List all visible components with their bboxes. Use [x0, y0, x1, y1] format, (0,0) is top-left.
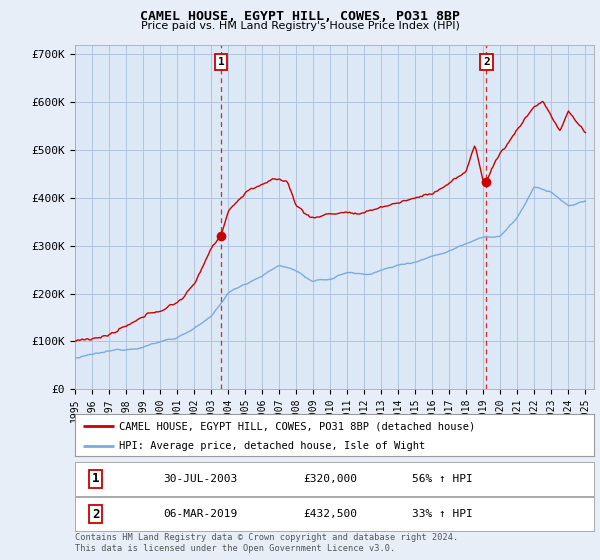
Text: 1: 1	[218, 57, 224, 67]
Text: CAMEL HOUSE, EGYPT HILL, COWES, PO31 8BP: CAMEL HOUSE, EGYPT HILL, COWES, PO31 8BP	[140, 10, 460, 23]
Text: Price paid vs. HM Land Registry's House Price Index (HPI): Price paid vs. HM Land Registry's House …	[140, 21, 460, 31]
Text: 2: 2	[483, 57, 490, 67]
Text: 33% ↑ HPI: 33% ↑ HPI	[412, 509, 473, 519]
Text: £432,500: £432,500	[304, 509, 358, 519]
Text: 06-MAR-2019: 06-MAR-2019	[163, 509, 238, 519]
Text: 1: 1	[92, 472, 100, 486]
Text: 2: 2	[92, 507, 100, 521]
Text: 30-JUL-2003: 30-JUL-2003	[163, 474, 238, 484]
Text: £320,000: £320,000	[304, 474, 358, 484]
Text: Contains HM Land Registry data © Crown copyright and database right 2024.
This d: Contains HM Land Registry data © Crown c…	[75, 533, 458, 553]
Text: HPI: Average price, detached house, Isle of Wight: HPI: Average price, detached house, Isle…	[119, 441, 425, 451]
Text: 56% ↑ HPI: 56% ↑ HPI	[412, 474, 473, 484]
Text: CAMEL HOUSE, EGYPT HILL, COWES, PO31 8BP (detached house): CAMEL HOUSE, EGYPT HILL, COWES, PO31 8BP…	[119, 421, 475, 431]
